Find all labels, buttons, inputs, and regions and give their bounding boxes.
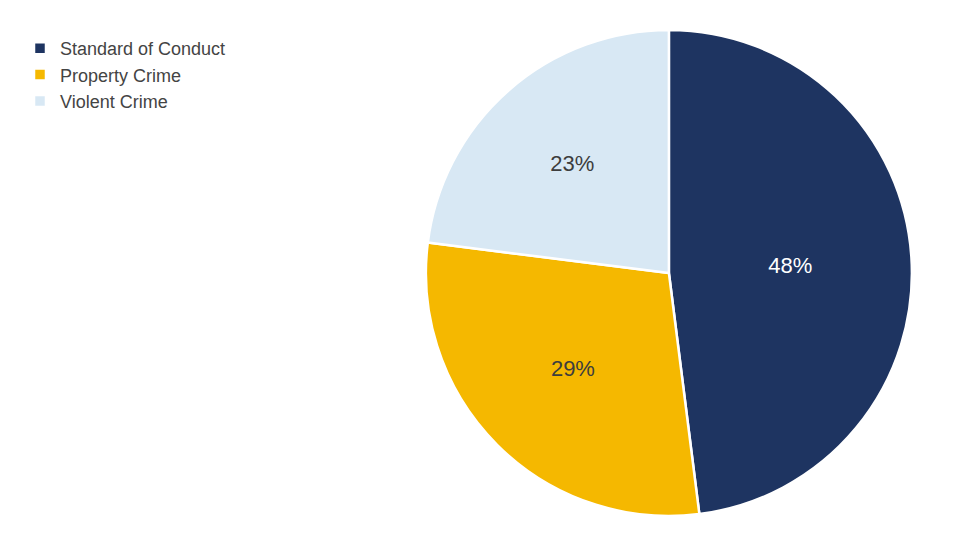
svg-text:29%: 29% xyxy=(551,356,595,381)
svg-text:Standard of Conduct: Standard of Conduct xyxy=(60,39,225,59)
svg-text:Property Crime: Property Crime xyxy=(60,66,181,86)
svg-text:48%: 48% xyxy=(768,253,812,278)
svg-text:23%: 23% xyxy=(550,151,594,176)
svg-text:Violent Crime: Violent Crime xyxy=(60,92,168,112)
